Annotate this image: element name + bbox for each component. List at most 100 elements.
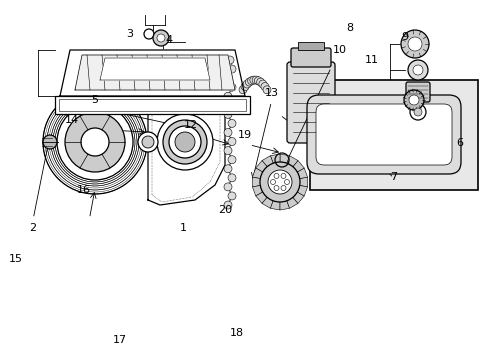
FancyBboxPatch shape <box>286 62 334 143</box>
FancyBboxPatch shape <box>405 82 429 102</box>
Polygon shape <box>75 55 235 90</box>
Text: 19: 19 <box>238 130 251 140</box>
FancyBboxPatch shape <box>315 104 451 165</box>
Circle shape <box>224 147 231 155</box>
Polygon shape <box>286 156 297 167</box>
Circle shape <box>227 156 236 164</box>
Polygon shape <box>100 58 209 80</box>
Polygon shape <box>270 154 280 163</box>
Circle shape <box>407 37 421 51</box>
Text: 20: 20 <box>218 205 232 215</box>
Circle shape <box>281 174 285 179</box>
Circle shape <box>227 101 236 109</box>
Circle shape <box>142 136 154 148</box>
Circle shape <box>224 183 231 191</box>
Circle shape <box>224 92 231 100</box>
Bar <box>55 96 249 114</box>
Circle shape <box>263 86 270 94</box>
Circle shape <box>157 34 164 42</box>
Circle shape <box>224 165 231 173</box>
Circle shape <box>241 82 248 91</box>
Circle shape <box>57 104 133 180</box>
Circle shape <box>407 60 427 80</box>
Text: 6: 6 <box>456 138 463 148</box>
Circle shape <box>252 76 260 84</box>
Polygon shape <box>252 185 262 196</box>
Circle shape <box>403 90 423 110</box>
Polygon shape <box>148 80 224 205</box>
Polygon shape <box>252 168 262 179</box>
Text: 14: 14 <box>65 115 79 125</box>
Text: 1: 1 <box>179 223 186 233</box>
Circle shape <box>267 170 291 194</box>
Polygon shape <box>297 168 307 179</box>
Polygon shape <box>292 192 304 203</box>
Circle shape <box>43 90 147 194</box>
Polygon shape <box>60 50 244 96</box>
Circle shape <box>227 138 236 145</box>
Polygon shape <box>286 197 297 208</box>
Circle shape <box>138 132 158 152</box>
Circle shape <box>413 108 421 116</box>
Circle shape <box>227 65 236 73</box>
Circle shape <box>224 201 231 209</box>
Circle shape <box>409 104 425 120</box>
Text: 12: 12 <box>183 120 198 130</box>
Circle shape <box>43 135 57 149</box>
Circle shape <box>270 180 275 185</box>
Text: 13: 13 <box>264 88 279 98</box>
Text: 8: 8 <box>346 23 353 33</box>
Text: 9: 9 <box>401 32 408 42</box>
Circle shape <box>256 78 264 86</box>
Polygon shape <box>299 177 307 187</box>
Bar <box>309 80 477 190</box>
Circle shape <box>408 95 418 105</box>
FancyBboxPatch shape <box>290 48 330 67</box>
Circle shape <box>157 114 213 170</box>
Circle shape <box>227 83 236 91</box>
Polygon shape <box>270 201 280 210</box>
Circle shape <box>224 111 231 118</box>
Circle shape <box>243 80 251 88</box>
Circle shape <box>260 162 299 202</box>
Circle shape <box>281 185 285 190</box>
Text: 16: 16 <box>77 185 91 195</box>
Circle shape <box>273 185 279 190</box>
Circle shape <box>227 174 236 182</box>
Text: 2: 2 <box>29 223 37 233</box>
Text: 10: 10 <box>332 45 346 55</box>
Circle shape <box>239 86 246 94</box>
Text: 3: 3 <box>126 29 133 39</box>
Circle shape <box>247 77 255 85</box>
Text: 7: 7 <box>389 172 397 182</box>
Polygon shape <box>255 192 266 203</box>
Circle shape <box>400 30 428 58</box>
Text: 15: 15 <box>9 254 23 264</box>
Circle shape <box>261 82 268 91</box>
Text: 17: 17 <box>113 335 127 345</box>
Circle shape <box>224 129 231 136</box>
Polygon shape <box>252 177 260 187</box>
Polygon shape <box>280 201 289 210</box>
Polygon shape <box>262 197 273 208</box>
Circle shape <box>249 76 257 84</box>
Polygon shape <box>262 156 273 167</box>
Circle shape <box>258 80 266 88</box>
Circle shape <box>412 65 422 75</box>
Circle shape <box>224 74 231 82</box>
Circle shape <box>163 120 206 164</box>
Circle shape <box>169 126 201 158</box>
Circle shape <box>153 30 169 46</box>
Polygon shape <box>255 161 266 172</box>
Bar <box>59 99 245 111</box>
Text: 11: 11 <box>364 55 378 65</box>
Text: 4: 4 <box>165 35 172 45</box>
Circle shape <box>227 192 236 200</box>
Circle shape <box>65 112 125 172</box>
Circle shape <box>245 78 253 86</box>
Polygon shape <box>292 161 304 172</box>
Text: 18: 18 <box>229 328 244 338</box>
Circle shape <box>284 180 289 185</box>
Bar <box>297 42 324 50</box>
Circle shape <box>81 128 109 156</box>
